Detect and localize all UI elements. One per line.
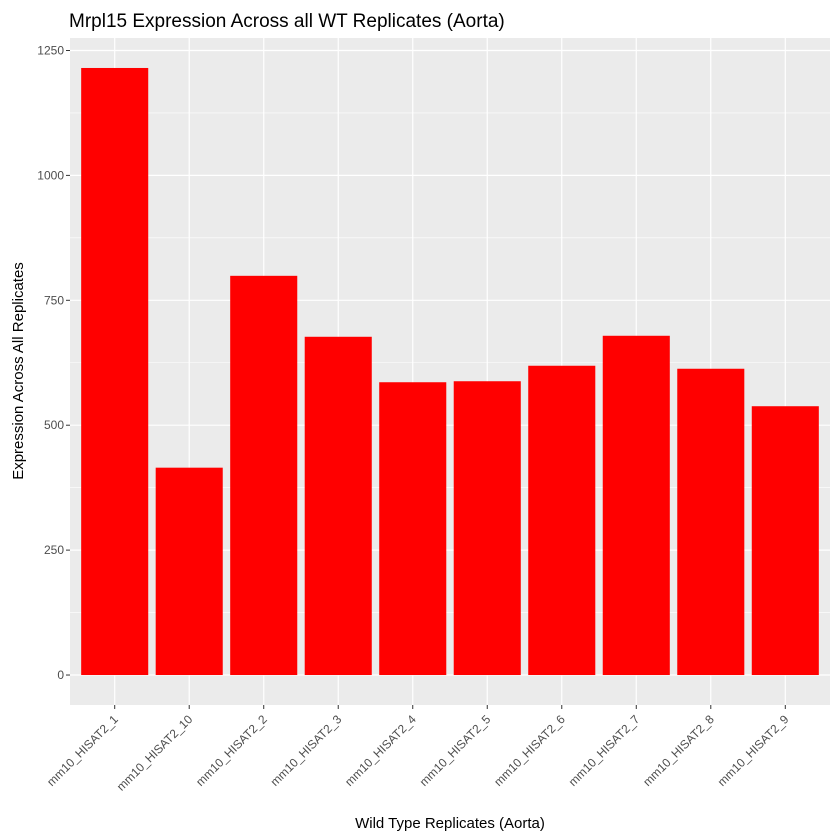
bar-mm10_HISAT2_2 (230, 275, 298, 676)
bar-mm10_HISAT2_8 (677, 368, 745, 676)
x-tick-label: mm10_HISAT2_8 (640, 712, 717, 789)
y-axis-title: Expression Across All Replicates (10, 262, 27, 480)
x-tick-label: mm10_HISAT2_5 (417, 712, 494, 789)
y-tick-label: 750 (44, 293, 64, 307)
chart-title: Mrpl15 Expression Across all WT Replicat… (69, 11, 505, 32)
x-tick-label: mm10_HISAT2_9 (715, 712, 792, 789)
bar-mm10_HISAT2_5 (453, 381, 521, 676)
y-tick-label: 1000 (37, 168, 64, 182)
x-tick-label: mm10_HISAT2_1 (44, 712, 121, 789)
bar-mm10_HISAT2_1 (81, 67, 149, 676)
x-tick-label: mm10_HISAT2_6 (491, 712, 568, 789)
bar-mm10_HISAT2_3 (304, 336, 372, 676)
bars (81, 67, 819, 676)
bar-mm10_HISAT2_10 (155, 467, 223, 676)
bar-mm10_HISAT2_7 (602, 335, 670, 676)
bar-mm10_HISAT2_6 (528, 365, 596, 676)
x-tick-label: mm10_HISAT2_10 (114, 712, 196, 794)
y-tick-label: 250 (44, 543, 64, 557)
y-tick-label: 0 (57, 668, 64, 682)
bar-mm10_HISAT2_4 (379, 382, 447, 676)
x-axis-title: Wild Type Replicates (Aorta) (355, 815, 545, 832)
y-axis: 0 250 500 750 1000 1250 (37, 43, 70, 682)
bar-mm10_HISAT2_9 (751, 406, 819, 676)
y-tick-label: 500 (44, 418, 64, 432)
x-tick-label: mm10_HISAT2_2 (193, 712, 270, 789)
x-tick-label: mm10_HISAT2_7 (566, 712, 643, 789)
x-tick-label: mm10_HISAT2_4 (342, 712, 419, 789)
x-axis: mm10_HISAT2_1mm10_HISAT2_10mm10_HISAT2_2… (44, 705, 792, 794)
x-tick-label: mm10_HISAT2_3 (268, 712, 345, 789)
y-tick-label: 1250 (37, 43, 64, 57)
